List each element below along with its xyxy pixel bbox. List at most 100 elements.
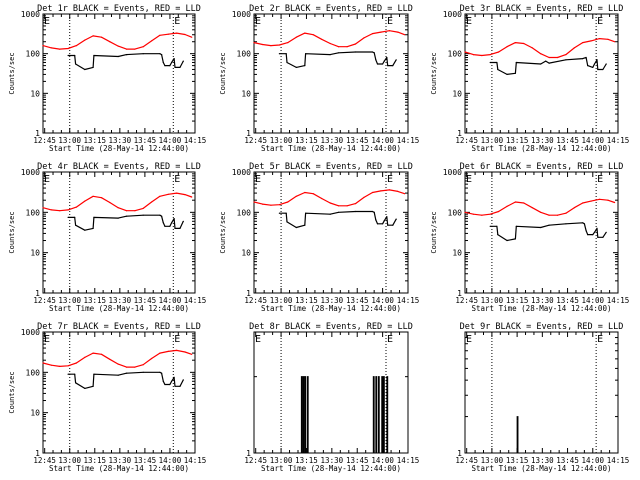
panel-6-series-events-point-2	[497, 234, 499, 236]
panel-1-series-lld-line	[42, 32, 192, 50]
panel-4-xtick-label-3: 13:30	[109, 296, 132, 305]
panel-3-series-lld-point-15	[590, 40, 592, 42]
panel-5-series-lld-point-7	[312, 193, 314, 195]
panel-7-series-events-point-0	[67, 373, 69, 375]
panel-6-ytick-label-2: 100	[448, 208, 463, 217]
panel-5-series-events-point-17	[392, 224, 394, 226]
panel-6-marker-e-0: E	[466, 174, 472, 185]
panel-6-series-events-point-5	[515, 225, 517, 227]
panel-2-series-events-point-2	[286, 61, 288, 64]
panel-6-xtick-label-0: 12:45	[455, 296, 478, 305]
panel-6-xtick-label-3: 13:30	[531, 296, 554, 305]
panel-7: Det 7r BLACK = Events, RED = LLD 1 10 100 10…	[8, 322, 206, 473]
panel-1-marker-e-1: E	[174, 16, 180, 27]
panel-3-xtick-label-3: 13:30	[531, 136, 554, 145]
panel-7-series-events-point-14	[171, 380, 173, 382]
panel-4-series-lld-point-1	[50, 209, 53, 211]
panel-7-ytick-label-2: 100	[26, 368, 41, 377]
panel-7-series-events-point-18	[182, 379, 184, 381]
panel-4-series-events-point-10	[161, 215, 163, 217]
panel-6-series-lld-point-13	[573, 207, 575, 209]
panel-3-series-events-point-3	[506, 73, 508, 75]
panel-3-xtick-label-0: 12:45	[455, 136, 478, 145]
panel-7-series-lld-point-11	[134, 366, 136, 368]
panel-7-series-events-point-11	[162, 380, 164, 382]
panel-5-xtick-label-6: 14:15	[397, 296, 420, 305]
panel-7-series-lld-point-4	[75, 362, 77, 364]
panel-1-ytick-label-0: 1	[35, 129, 40, 138]
panel-8-series-events-spike-4	[372, 376, 375, 453]
panel-5-series-events-point-9	[371, 210, 374, 213]
panel-5-series-events-point-5	[305, 212, 307, 214]
panel-7-series-events-point-1	[74, 373, 76, 375]
panel-4-series-lld-point-0	[42, 207, 44, 209]
panel-4-ytick-label-0: 1	[35, 289, 40, 298]
panel-3-series-events-line	[490, 56, 607, 76]
panel-7-series-events-point-16	[174, 385, 176, 387]
panel-7-xtick-label-0: 12:45	[33, 456, 56, 465]
panel-6-ylabel: Counts/sec	[430, 211, 438, 253]
panel-3-series-events-point-17	[602, 68, 604, 71]
panel-2-series-events-point-13	[382, 63, 384, 65]
panel-1-series-events-line	[68, 53, 184, 71]
panel-9-title: Det 9r BLACK = Events, RED = LLD	[460, 322, 624, 332]
panel-8-xlabel: Start Time (28-May-14 12:44:00)	[261, 464, 401, 473]
panel-2-xlabel: Start Time (28-May-14 12:44:00)	[261, 144, 401, 153]
panel-6-series-events-point-15	[596, 227, 598, 229]
panel-1-series-lld-point-8	[109, 41, 111, 43]
panel-6-series-events-point-12	[587, 234, 589, 236]
panel-5-series-events-point-1	[285, 212, 287, 214]
panel-8-axes-frame	[253, 331, 409, 454]
panel-1-series-lld-point-13	[151, 40, 153, 42]
panel-2-series-lld-point-9	[329, 42, 331, 45]
panel-5-series-lld-point-16	[388, 189, 390, 191]
panel-1-xtick-label-0: 12:45	[33, 136, 56, 145]
panel-2-ytick-label-1: 10	[241, 89, 251, 98]
panel-7-xtick-label-6: 14:15	[184, 456, 207, 465]
panel-2-series-lld-point-16	[388, 30, 390, 32]
panel-7-series-events-line	[68, 371, 184, 389]
panel-5-xlabel: Start Time (28-May-14 12:44:00)	[261, 304, 401, 313]
panel-6-series-events-point-10	[583, 223, 586, 225]
panel-3-series-lld-point-10	[548, 56, 550, 59]
panel-4-series-lld-point-8	[109, 201, 111, 204]
panel-4-series-events-point-6	[117, 217, 119, 219]
panel-4-series-events-point-7	[125, 215, 128, 217]
panel-4-xtick-label-0: 12:45	[33, 296, 56, 305]
panel-7-series-events-point-4	[92, 385, 94, 387]
panel-8-marker-e-0: E	[255, 334, 261, 345]
panel-5-series-events-point-16	[387, 224, 389, 226]
panel-2-axes-frame	[253, 13, 409, 134]
panel-5: Det 5r BLACK = Events, RED = LLD 1 10 100 10…	[219, 162, 419, 313]
panel-5-series-events-point-18	[395, 218, 397, 220]
panel-5-series-lld-point-4	[287, 201, 289, 203]
panel-5-series-events-point-13	[382, 223, 384, 225]
panel-3-series-lld-point-11	[556, 56, 559, 59]
panel-8-series-events-spike-8	[382, 376, 385, 453]
panel-4-series-events-point-0	[67, 216, 69, 218]
panel-6-series-lld-point-9	[540, 211, 542, 213]
panel-1-series-events-point-0	[67, 54, 69, 57]
panel-7-xlabel: Start Time (28-May-14 12:44:00)	[49, 464, 189, 473]
panel-4-series-events-point-9	[159, 214, 161, 216]
panel-4-series-lld-point-7	[100, 197, 103, 199]
panel-4-xtick-label-6: 14:15	[184, 296, 207, 305]
panel-6-ytick-label-1: 10	[452, 249, 462, 258]
panel-2-series-events-point-12	[376, 63, 379, 65]
panel-9-xtick-label-2: 13:15	[506, 456, 529, 465]
panel-1-series-lld-point-11	[134, 48, 136, 50]
panel-6-series-lld-point-16	[598, 198, 601, 200]
panel-5-series-events-point-7	[338, 211, 340, 213]
panel-2-series-events-point-16	[387, 65, 389, 67]
panel-7-series-events-point-10	[161, 372, 163, 374]
panel-6-xlabel: Start Time (28-May-14 12:44:00)	[472, 304, 612, 313]
panel-6-xtick-label-2: 13:15	[506, 296, 529, 305]
panel-3-series-events-point-8	[548, 62, 550, 64]
panel-2-series-events-point-4	[304, 65, 306, 67]
panel-5-series-events-point-11	[375, 219, 377, 221]
panel-4-series-lld-point-10	[125, 210, 128, 212]
panel-4-series-events-point-13	[169, 225, 171, 227]
panel-5-xtick-label-2: 13:15	[295, 296, 318, 305]
panel-4-series-events-point-14	[171, 222, 173, 224]
